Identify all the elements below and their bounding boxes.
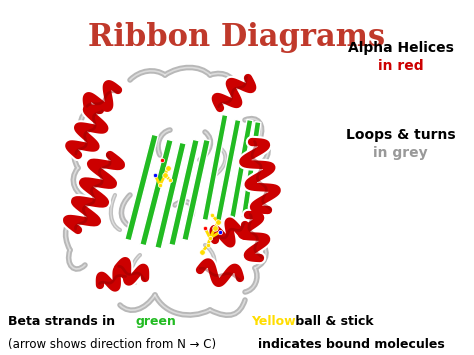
- Text: indicates bound molecules: indicates bound molecules: [258, 338, 445, 351]
- Polygon shape: [125, 134, 158, 241]
- Text: Alpha Helices: Alpha Helices: [347, 41, 454, 55]
- Text: in grey: in grey: [373, 146, 428, 160]
- Text: in red: in red: [378, 59, 423, 73]
- Text: Loops & turns: Loops & turns: [346, 128, 456, 142]
- Text: Beta strands in: Beta strands in: [8, 315, 119, 328]
- Polygon shape: [169, 139, 199, 246]
- Polygon shape: [229, 120, 253, 220]
- Polygon shape: [155, 142, 186, 249]
- Polygon shape: [241, 121, 261, 218]
- Polygon shape: [182, 139, 210, 241]
- Text: green: green: [136, 315, 177, 328]
- Polygon shape: [140, 139, 173, 246]
- Polygon shape: [202, 114, 228, 220]
- Polygon shape: [215, 119, 241, 223]
- Text: Ribbon Diagrams: Ribbon Diagrams: [89, 22, 385, 53]
- Text: ball & stick: ball & stick: [291, 315, 374, 328]
- Text: (arrow shows direction from N → C): (arrow shows direction from N → C): [8, 338, 216, 351]
- Text: Yellow: Yellow: [251, 315, 296, 328]
